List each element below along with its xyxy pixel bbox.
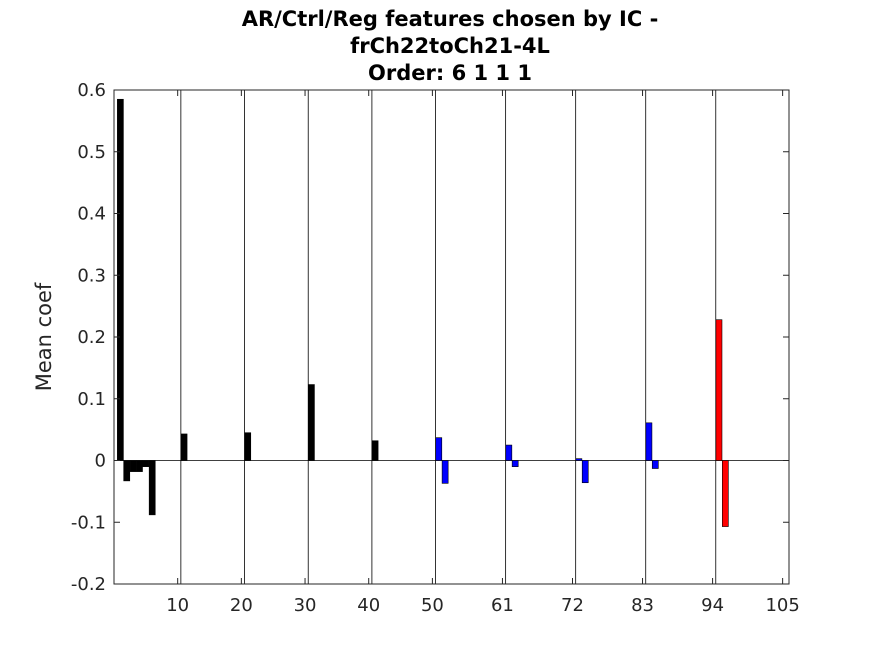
y-tick-label: 0.6 — [77, 80, 106, 101]
y-tick-label: 0 — [95, 451, 106, 472]
x-tick-label: 50 — [421, 595, 444, 616]
bar — [117, 98, 124, 461]
x-tick-label: 10 — [166, 595, 189, 616]
bar — [180, 433, 188, 461]
x-tick-label: 72 — [561, 595, 584, 616]
plot-area: -0.2 -0.1 0 0.1 0.2 0.3 0.4 0.5 0.6 10 20 30 40 50 61 7… — [71, 80, 800, 616]
bar — [581, 460, 589, 484]
y-tick-label: 0.5 — [77, 142, 106, 163]
bar — [371, 440, 379, 461]
bar — [123, 460, 131, 482]
bar — [142, 460, 150, 467]
y-axis-label: Mean coef — [32, 282, 56, 391]
y-tick-label: -0.2 — [71, 574, 106, 595]
chart-title-line-3: Order: 6 1 1 1 — [368, 61, 532, 85]
bar — [308, 384, 315, 461]
bar — [441, 460, 449, 484]
bar — [721, 460, 729, 527]
y-tick-label: 0.4 — [77, 204, 106, 225]
y-tick-label: 0.2 — [77, 327, 106, 348]
bar — [148, 460, 156, 516]
chart-title-line-2: frCh22toCh21-4L — [350, 34, 550, 58]
chart-title-line-1: AR/Ctrl/Reg features chosen by IC - — [242, 7, 659, 31]
x-tick-label: 61 — [491, 595, 514, 616]
bar — [511, 460, 519, 467]
y-tick-label: -0.1 — [71, 512, 106, 533]
x-tick-label: 30 — [294, 595, 317, 616]
chart-title: AR/Ctrl/Reg features chosen by IC - frCh… — [242, 7, 659, 85]
bar — [244, 432, 252, 461]
x-tick-label: 40 — [357, 595, 380, 616]
x-tick-label: 83 — [631, 595, 654, 616]
x-tick-label: 20 — [230, 595, 253, 616]
bar — [651, 460, 659, 469]
x-tick-label: 94 — [701, 595, 724, 616]
bar — [129, 460, 137, 472]
y-tick-label: 0.1 — [77, 389, 106, 410]
bar — [136, 460, 143, 472]
x-tick-label: 105 — [765, 595, 799, 616]
bar — [575, 458, 583, 461]
bar — [645, 422, 653, 461]
y-tick-label: 0.3 — [77, 265, 106, 286]
bar — [435, 437, 443, 461]
bar — [505, 444, 513, 461]
bar — [715, 319, 723, 461]
